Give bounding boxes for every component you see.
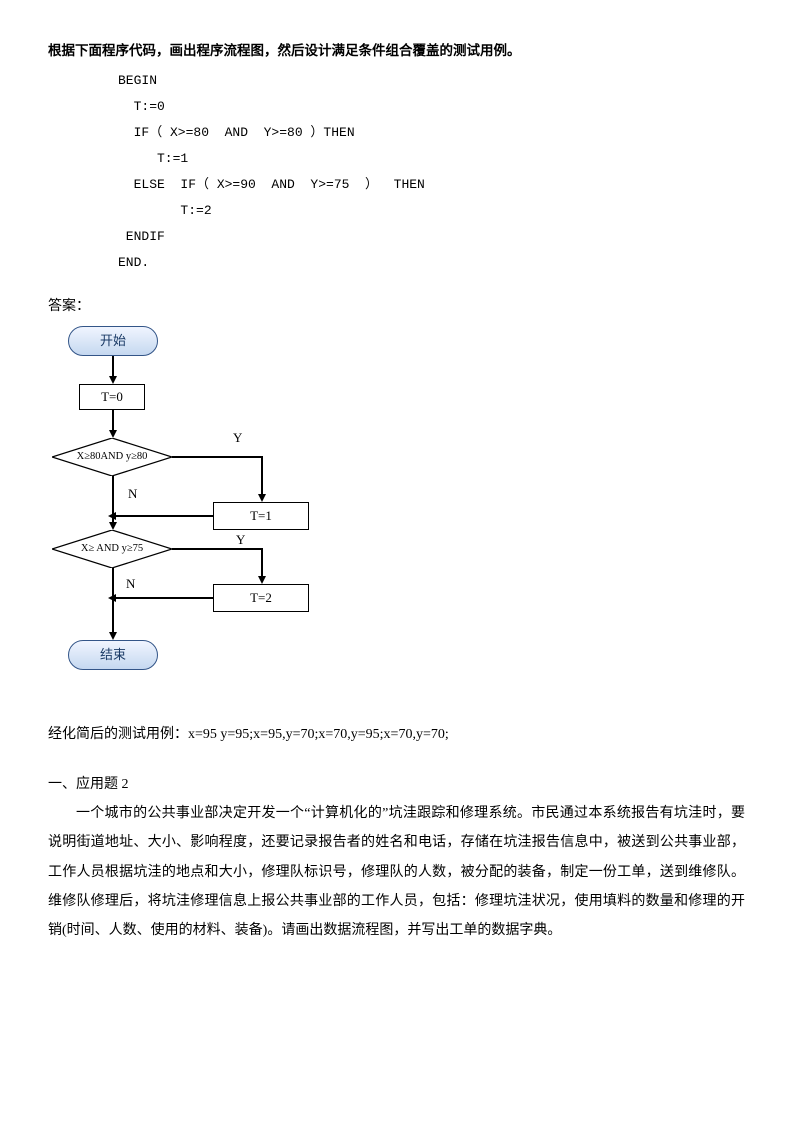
yes-label-1: Y [233, 428, 242, 449]
process-t1: T=1 [213, 502, 309, 530]
arrow [112, 410, 114, 432]
arrow [261, 548, 263, 578]
flowchart: 开始 T=0 X≥80AND y≥80 Y N T=1 X≥ AND y≥75 … [48, 326, 348, 706]
section-body-2: 一个城市的公共事业部决定开发一个“计算机化的”坑洼跟踪和修理系统。市民通过本系统… [48, 799, 745, 946]
test-cases: 经化简后的测试用例：x=95 y=95;x=95,y=70;x=70,y=95;… [48, 724, 745, 746]
decision-1: X≥80AND y≥80 [52, 438, 172, 476]
arrow [112, 356, 114, 378]
arrow-head [109, 632, 117, 640]
code-block: BEGIN T:=0 IF（ X>=80 AND Y>=80 ）THEN T:=… [118, 68, 745, 276]
arrow-head [109, 522, 117, 530]
arrow [261, 456, 263, 496]
arrow [172, 456, 262, 458]
arrow-head [258, 576, 266, 584]
no-label-2: N [126, 574, 135, 595]
process-t0: T=0 [79, 384, 145, 410]
decision-2-label: X≥ AND y≥75 [52, 530, 172, 568]
arrow-head [109, 376, 117, 384]
decision-1-label: X≥80AND y≥80 [52, 438, 172, 476]
arrow [114, 515, 213, 517]
yes-label-2: Y [236, 530, 245, 551]
process-t2: T=2 [213, 584, 309, 612]
arrow-head [258, 494, 266, 502]
answer-label: 答案： [48, 296, 745, 318]
end-node: 结束 [68, 640, 158, 670]
title: 根据下面程序代码，画出程序流程图，然后设计满足条件组合覆盖的测试用例。 [48, 40, 745, 62]
arrow [114, 597, 213, 599]
test-cases-values: x=95 y=95;x=95,y=70;x=70,y=95;x=70,y=70; [188, 727, 449, 742]
arrow [172, 548, 262, 550]
arrow-head [109, 430, 117, 438]
no-label-1: N [128, 484, 137, 505]
arrow-head [108, 512, 116, 520]
decision-2: X≥ AND y≥75 [52, 530, 172, 568]
test-cases-label: 经化简后的测试用例： [48, 727, 188, 742]
section-heading-2: 一、应用题 2 [48, 774, 745, 796]
arrow-head [108, 594, 116, 602]
start-node: 开始 [68, 326, 158, 356]
